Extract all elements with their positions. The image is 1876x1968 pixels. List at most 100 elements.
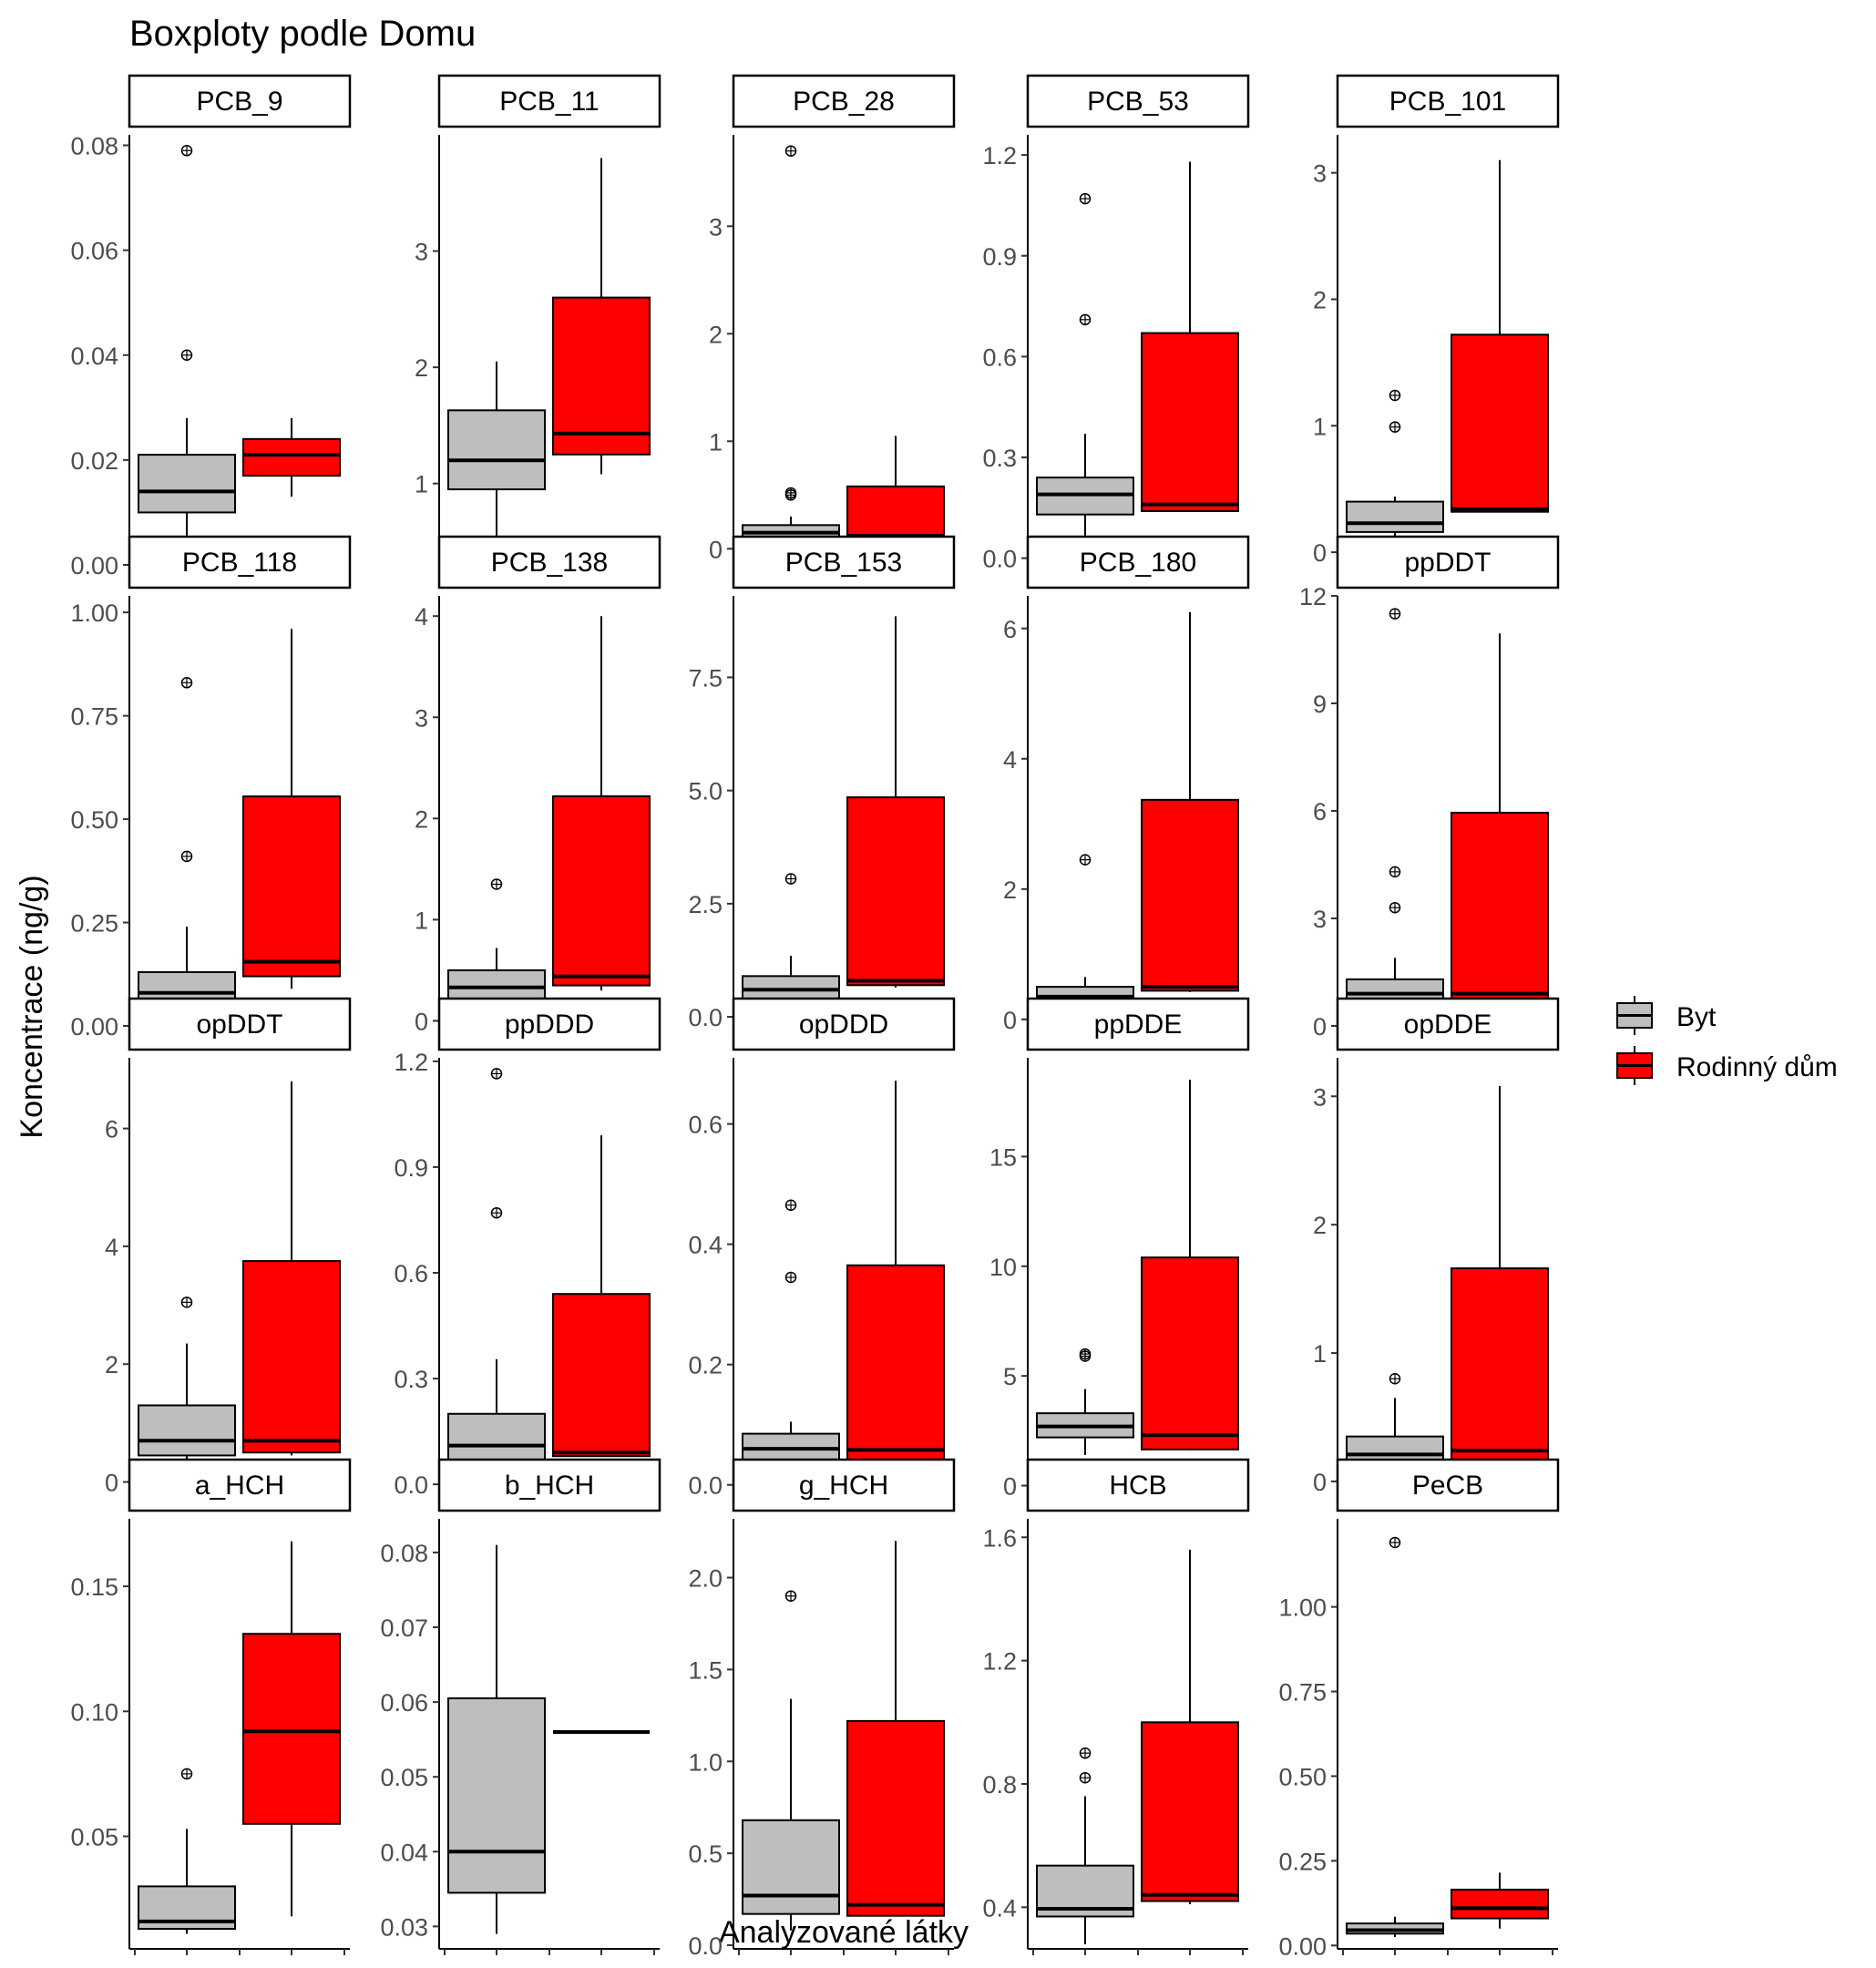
outlier-point	[1079, 1747, 1092, 1759]
outlier-point	[784, 1199, 797, 1211]
y-tick-label: 3	[709, 213, 723, 241]
y-tick-label: 0.3	[394, 1366, 428, 1393]
outlier-point	[180, 1297, 193, 1308]
y-tick-label: 0	[415, 1008, 428, 1035]
box-rodinn-d-m	[1141, 611, 1239, 992]
box-byt	[1036, 854, 1134, 1017]
y-tick-label: 2	[1003, 876, 1017, 904]
outlier-point	[490, 1206, 503, 1219]
facet-strip-label: PCB_53	[1087, 87, 1189, 117]
y-tick-label: 1	[415, 471, 428, 498]
y-tick-label: 6	[105, 1116, 118, 1143]
box-byt	[742, 1590, 840, 1931]
facet-pcb-153: PCB_153 0.0 2.5 5.0 7.5	[688, 535, 956, 1032]
box-iqr	[742, 975, 840, 1000]
box-byt	[138, 677, 236, 1008]
box-iqr	[447, 1412, 546, 1461]
y-tick-label: 0.02	[70, 447, 118, 475]
facet-strip	[437, 74, 661, 128]
outlier-point	[1389, 866, 1401, 878]
y-tick-label: 0.10	[70, 1698, 118, 1726]
facet-pcb-9: PCB_9 0.00 0.02 0.04 0.06 0.08	[70, 74, 352, 579]
box-iqr	[1451, 811, 1549, 1000]
facet-strip	[732, 535, 956, 589]
y-tick-label: 0.75	[1278, 1679, 1327, 1707]
y-tick-label: 0.75	[70, 703, 118, 731]
y-tick-label: 1	[1313, 413, 1327, 440]
box-rodinn-d-m	[242, 629, 341, 989]
box-iqr	[138, 1404, 236, 1457]
box-byt	[138, 1297, 236, 1471]
y-tick-label: 1.00	[1278, 1594, 1327, 1622]
y-tick-label: 0	[105, 1470, 118, 1497]
y-tick-label: 5.0	[688, 778, 723, 805]
y-tick-label: 2	[105, 1351, 118, 1379]
box-rodinn-d-m	[846, 616, 945, 988]
facet-strip-label: a_HCH	[195, 1471, 284, 1501]
facet-strip	[128, 535, 352, 589]
box-byt	[447, 878, 546, 1015]
box-byt	[447, 361, 546, 551]
y-tick-label: 0.50	[1278, 1763, 1327, 1790]
box-iqr	[846, 1264, 945, 1463]
y-tick-label: 9	[1313, 691, 1327, 718]
y-tick-label: 0.25	[1278, 1848, 1327, 1875]
y-tick-label: 2	[415, 354, 428, 382]
y-tick-label: 0.00	[70, 1013, 118, 1040]
box-iqr	[1451, 333, 1549, 513]
facet-pcb-11: PCB_11 1 2 3	[415, 74, 661, 571]
box-rodinn-d-m	[1451, 1085, 1549, 1466]
y-tick-label: 1.2	[394, 1049, 428, 1076]
box-rodinn-d-m	[1451, 1872, 1549, 1929]
box-rodinn-d-m	[1141, 1080, 1239, 1451]
box-byt	[138, 145, 236, 549]
facet-strip-label: ppDDT	[1404, 548, 1491, 578]
facet-strip-label: ppDDD	[505, 1010, 594, 1040]
y-tick-label: 0.05	[70, 1824, 118, 1851]
facet-opddd: opDDD 0.0 0.2 0.4 0.6	[688, 997, 956, 1500]
box-iqr	[138, 971, 236, 1002]
y-tick-label: 0.04	[70, 343, 118, 370]
box-iqr	[1141, 1721, 1239, 1902]
y-tick-label: 0	[1003, 1473, 1017, 1501]
outlier-point	[490, 1068, 503, 1080]
y-tick-label: 0.5	[688, 1840, 723, 1868]
box-byt	[742, 873, 840, 1013]
y-tick-label: 0	[1313, 539, 1327, 567]
y-tick-label: 0	[709, 536, 723, 563]
x-axis-label: Analyzované látky	[719, 1915, 969, 1950]
facet-opdde: opDDE 0 1 2 3	[1313, 997, 1560, 1496]
y-tick-label: 0.08	[70, 133, 118, 160]
box-iqr	[846, 485, 945, 539]
facet-strip-label: PCB_153	[785, 548, 902, 578]
box-byt	[742, 145, 840, 544]
y-tick-label: 0.00	[70, 552, 118, 579]
facet-strip	[1026, 1458, 1250, 1512]
facet-pcb-101: PCB_101 0 1 2 3	[1313, 74, 1560, 571]
y-tick-label: 0.6	[394, 1260, 428, 1287]
box-byt	[742, 1199, 840, 1473]
box-byt	[1346, 1536, 1444, 1937]
y-tick-label: 5	[1003, 1363, 1017, 1390]
outlier-point	[784, 487, 797, 499]
y-tick-label: 15	[989, 1143, 1017, 1171]
outlier-point	[1389, 389, 1401, 402]
y-tick-label: 1.0	[688, 1748, 723, 1776]
outlier-point	[1079, 192, 1092, 205]
y-tick-label: 0.3	[982, 445, 1017, 472]
outlier-point	[180, 850, 193, 863]
facet-pcb-138: PCB_138 0 1 2 3 4	[415, 535, 661, 1035]
y-tick-label: 0.6	[982, 343, 1017, 371]
y-tick-label: 0.50	[70, 806, 118, 834]
y-tick-label: 0.04	[380, 1839, 428, 1866]
y-tick-label: 2	[1313, 286, 1327, 313]
outlier-point	[784, 145, 797, 157]
y-tick-label: 7.5	[688, 664, 723, 692]
outlier-point	[1079, 1350, 1092, 1362]
outlier-point	[784, 1590, 797, 1602]
outlier-point	[180, 677, 193, 689]
y-tick-label: 3	[1313, 1083, 1327, 1111]
y-tick-label: 0.05	[380, 1764, 428, 1791]
y-tick-label: 0.9	[394, 1154, 428, 1182]
facet-strip	[732, 74, 956, 128]
